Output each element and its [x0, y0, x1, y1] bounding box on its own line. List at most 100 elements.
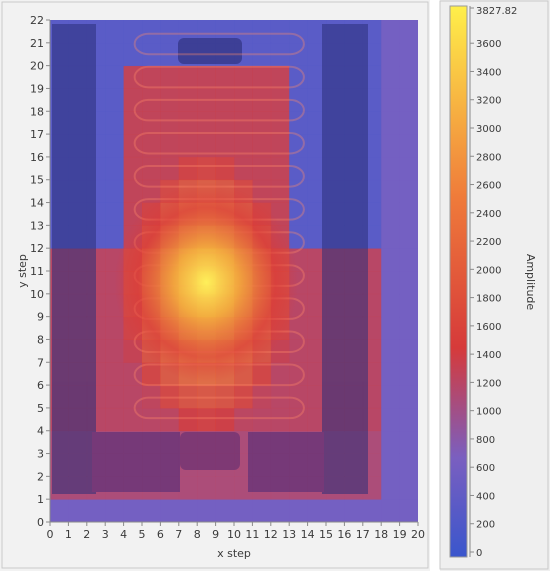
heatmap-cell: [399, 271, 418, 295]
right-pillar: [322, 24, 368, 494]
heatmap-cell: [123, 385, 143, 409]
heatmap-cell: [160, 156, 180, 181]
heatmap-cell: [123, 156, 143, 181]
top-cap: [178, 38, 242, 64]
x-tick-label: 2: [83, 528, 90, 541]
heatmap-cell: [105, 225, 124, 249]
heatmap-cell: [399, 42, 418, 67]
heatmap-cell: [178, 385, 198, 409]
colorbar-tick-label: 1800: [476, 294, 501, 305]
heatmap-cell: [215, 20, 235, 44]
heatmap-cell: [142, 42, 161, 67]
y-tick-label: 8: [37, 333, 44, 346]
heatmap-cell: [68, 499, 88, 522]
heatmap-cell: [178, 111, 198, 135]
heatmap-cell: [381, 179, 400, 203]
coil-rib: [133, 131, 305, 155]
heatmap-cell: [381, 271, 400, 295]
heatmap-cell: [399, 225, 418, 249]
colorbar-tick-label: 3600: [476, 39, 501, 50]
heatmap-cell: [399, 407, 418, 432]
heatmap-cell: [105, 134, 124, 158]
heatmap-cell: [270, 42, 290, 67]
heatmap-cell: [307, 88, 327, 112]
heatmap-cell: [178, 88, 198, 112]
heatmap-cell: [270, 134, 290, 158]
coil-rib: [133, 396, 305, 420]
colorbar-panel-border: [439, 0, 549, 570]
heatmap-cell: [123, 407, 143, 432]
heatmap-cell: [123, 134, 143, 158]
heatmap-cell: [234, 20, 253, 44]
x-tick-label: 20: [411, 528, 425, 541]
heatmap-cell: [197, 385, 216, 409]
heatmap-cell: [160, 111, 180, 135]
y-tick-label: 14: [30, 197, 44, 210]
heatmap-cell: [289, 385, 308, 409]
heatmap-cell: [123, 179, 143, 203]
heatmap-cell: [105, 156, 124, 181]
heatmap-cell: [307, 499, 327, 522]
heatmap-cell: [381, 248, 400, 272]
heatmap-cell: [289, 88, 308, 112]
heatmap-cell: [197, 156, 216, 181]
heatmap-cell: [381, 430, 400, 454]
heatmap-cell: [142, 407, 161, 432]
colorbar-tick-label: 2600: [476, 181, 501, 192]
heatmap-cell: [160, 88, 180, 112]
heatmap-cell: [381, 42, 400, 67]
heatmap-cell: [399, 88, 418, 112]
heatmap-cell: [399, 179, 418, 203]
colorbar-tick-label: 2400: [476, 209, 501, 220]
heatmap-cell: [123, 499, 143, 522]
y-tick-label: 21: [30, 37, 44, 50]
heatmap-cell: [399, 453, 418, 477]
heatmap-cell: [289, 111, 308, 135]
left-pillar: [52, 24, 96, 494]
heatmap-cell: [160, 42, 180, 67]
x-tick-label: 19: [393, 528, 407, 541]
x-tick-label: 11: [245, 528, 259, 541]
heatmap-cell: [270, 65, 290, 89]
colorbar-tick-label: 200: [476, 520, 495, 531]
heatmap-cell: [178, 407, 198, 432]
heatmap-cell: [197, 134, 216, 158]
heatmap-cell: [105, 65, 124, 89]
x-tick-label: 15: [319, 528, 333, 541]
heatmap-cell: [289, 179, 308, 203]
y-tick-label: 18: [30, 105, 44, 118]
heatmap-cell: [381, 134, 400, 158]
y-tick-label: 11: [30, 265, 44, 278]
heatmap-cell: [307, 385, 327, 409]
x-tick-label: 10: [227, 528, 241, 541]
heatmap-cell: [326, 499, 345, 522]
heatmap-cell: [215, 385, 235, 409]
heatmap-cell: [307, 20, 327, 44]
colorbar-tick-label: 0: [476, 548, 482, 559]
heatmap-cell: [289, 20, 308, 44]
y-tick-label: 22: [30, 14, 44, 27]
heatmap-cell: [307, 407, 327, 432]
heatmap-cell: [289, 362, 308, 386]
colorbar-tick-label: 1000: [476, 407, 501, 418]
heatmap-cell: [215, 65, 235, 89]
y-tick-label: 20: [30, 60, 44, 73]
heatmap-cell: [160, 499, 180, 522]
heatmap-cell: [307, 248, 327, 272]
x-tick-label: 6: [157, 528, 164, 541]
heatmap-cell: [381, 362, 400, 386]
heatmap-cell: [381, 88, 400, 112]
heatmap-cell: [123, 362, 143, 386]
x-tick-label: 0: [47, 528, 54, 541]
heatmap-cell: [381, 453, 400, 477]
y-tick-label: 6: [37, 379, 44, 392]
object-backdrop: [52, 24, 368, 494]
heatmap-cell: [123, 20, 143, 44]
x-tick-label: 9: [212, 528, 219, 541]
heatmap-cell: [270, 156, 290, 181]
heatmap-cell: [178, 20, 198, 44]
heatmap-cell: [362, 499, 382, 522]
heatmap-cell: [234, 65, 253, 89]
colorbar-tick-label: 3000: [476, 124, 501, 135]
